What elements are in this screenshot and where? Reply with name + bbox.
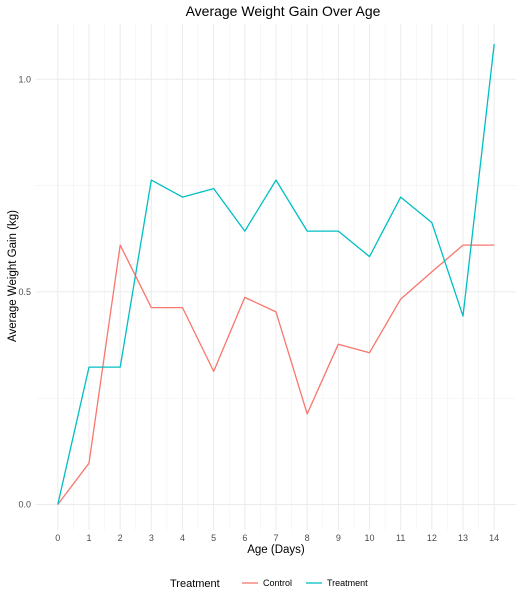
x-tick-label: 4 [180, 533, 185, 543]
x-axis-title: Age (Days) [247, 544, 305, 556]
x-tick-label: 14 [489, 533, 499, 543]
y-axis-title: Average Weight Gain (kg) [7, 210, 19, 342]
x-tick-label: 2 [118, 533, 123, 543]
legend-label-treatment: Treatment [327, 578, 368, 588]
x-tick-label: 3 [149, 533, 154, 543]
x-tick-label: 6 [242, 533, 247, 543]
legend-title: Treatment [170, 578, 220, 590]
y-tick-label: 0.0 [18, 499, 31, 509]
x-tick-label: 11 [396, 533, 405, 543]
legend-label-control: Control [263, 578, 292, 588]
minor-grid [36, 24, 516, 530]
major-grid [36, 24, 516, 530]
y-tick-label: 0.5 [18, 287, 31, 297]
y-axis-ticks: 0.0 0.5 1.0 [18, 74, 31, 509]
x-tick-label: 9 [336, 533, 341, 543]
x-tick-label: 1 [86, 533, 91, 543]
x-tick-label: 7 [273, 533, 278, 543]
series-line-treatment [57, 43, 495, 505]
series-lines [57, 43, 495, 505]
x-tick-label: 13 [458, 533, 468, 543]
x-tick-label: 8 [305, 533, 310, 543]
series-line-control [57, 244, 495, 505]
y-tick-label: 1.0 [18, 74, 31, 84]
x-tick-label: 12 [427, 533, 437, 543]
legend: Treatment Control Treatment [170, 578, 368, 590]
x-tick-label: 0 [55, 533, 60, 543]
x-tick-label: 10 [364, 533, 374, 543]
chart-title: Average Weight Gain Over Age [186, 3, 381, 19]
x-axis-ticks: 0 1 2 3 4 5 6 7 8 9 10 11 12 13 14 [55, 533, 499, 543]
x-tick-label: 5 [211, 533, 216, 543]
